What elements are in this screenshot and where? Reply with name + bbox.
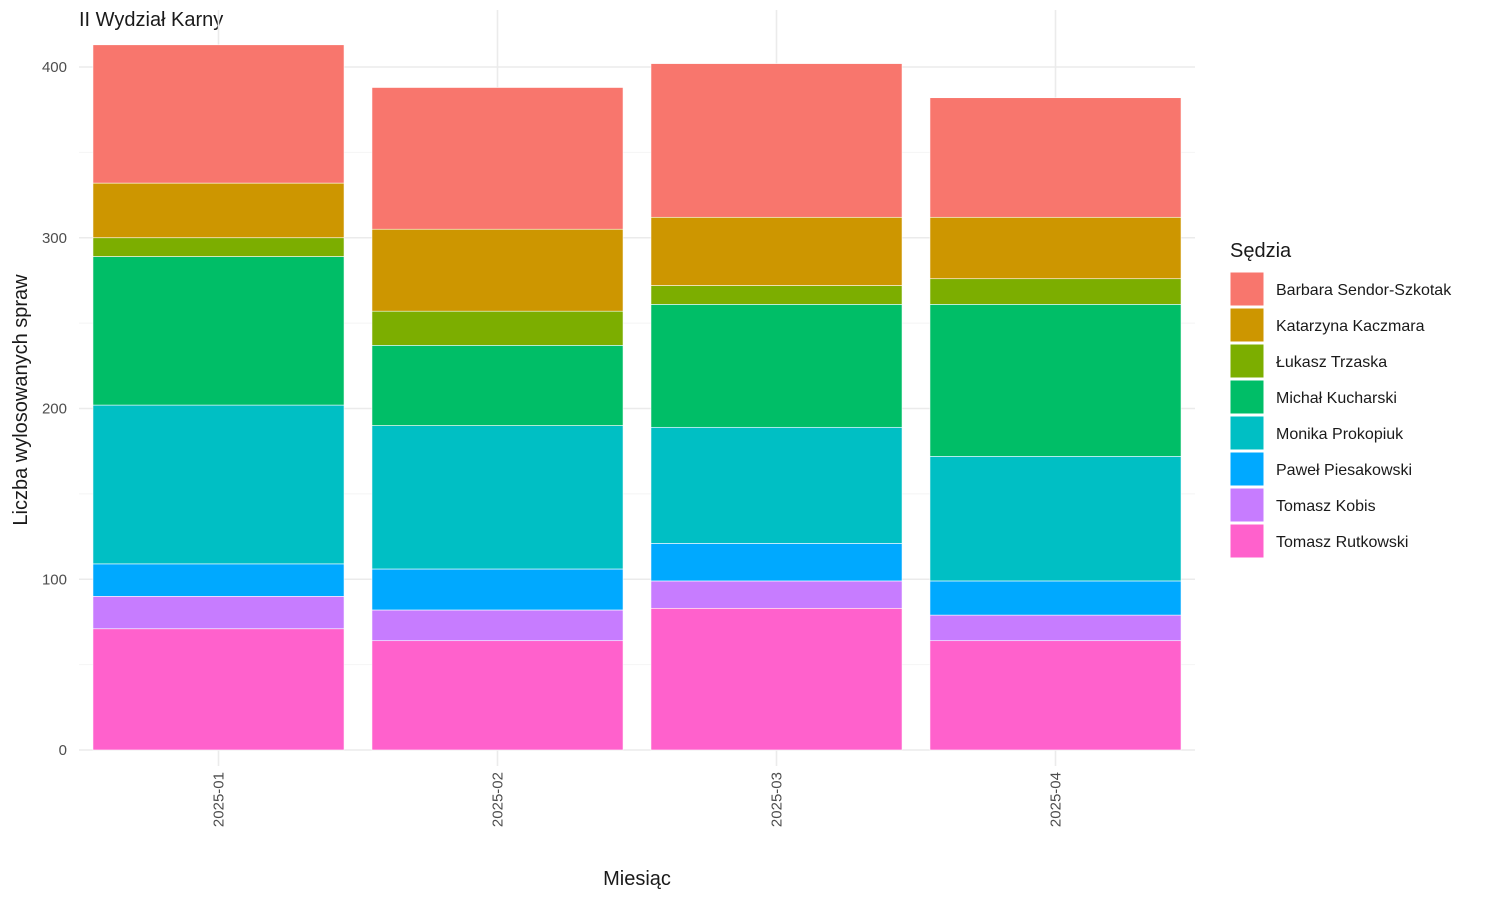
bar-segment xyxy=(929,278,1182,305)
x-axis-ticks: 2025-01 2025-02 2025-03 2025-04 xyxy=(211,772,1065,827)
legend-swatch xyxy=(1229,379,1265,415)
bar-segment xyxy=(650,607,903,751)
x-axis-title: Miesiąc xyxy=(603,868,671,890)
legend-title: Sędzia xyxy=(1230,240,1292,262)
bar-segment xyxy=(929,216,1182,280)
bar-segment xyxy=(92,182,345,239)
bar-segment xyxy=(650,63,903,218)
legend-label: Monika Prokopiuk xyxy=(1276,426,1404,443)
bar-segment xyxy=(371,87,624,230)
legend-swatch xyxy=(1229,487,1265,523)
legend-items: Barbara Sendor-Szkotak Katarzyna Kaczmara… xyxy=(1229,271,1452,559)
bar-segment xyxy=(371,228,624,312)
legend-swatch xyxy=(1229,271,1265,307)
legend-label: Tomasz Kobis xyxy=(1276,498,1376,515)
legend-swatch xyxy=(1229,415,1265,451)
bar-segment xyxy=(929,97,1182,218)
bar-segment xyxy=(92,404,345,565)
bar-segment xyxy=(92,44,345,184)
bars-layer xyxy=(92,44,1182,751)
y-tick-label: 300 xyxy=(42,230,67,247)
bar-segment xyxy=(371,609,624,642)
y-axis-ticks: 0 100 200 300 400 xyxy=(42,59,67,759)
legend-label: Tomasz Rutkowski xyxy=(1276,534,1408,551)
y-tick-label: 400 xyxy=(42,59,67,76)
bar-segment xyxy=(650,426,903,544)
bar-segment xyxy=(371,425,624,570)
x-tick-label: 2025-04 xyxy=(1048,772,1065,827)
bar-segment xyxy=(92,237,345,257)
bar-segment xyxy=(929,456,1182,582)
legend-swatch xyxy=(1229,307,1265,343)
x-tick-label: 2025-03 xyxy=(769,772,786,827)
bar-segment xyxy=(650,216,903,286)
bar-segment xyxy=(371,640,624,751)
legend-swatch xyxy=(1229,343,1265,379)
legend-swatch xyxy=(1229,523,1265,559)
y-tick-label: 100 xyxy=(42,571,67,588)
bar-segment xyxy=(92,596,345,630)
bar-segment xyxy=(650,285,903,305)
legend-swatch xyxy=(1229,451,1265,487)
x-tick-label: 2025-02 xyxy=(490,772,507,827)
bar-segment xyxy=(92,628,345,751)
legend-label: Paweł Piesakowski xyxy=(1276,462,1412,479)
legend-label: Michał Kucharski xyxy=(1276,390,1397,407)
y-axis-title: Liczba wylosowanych spraw xyxy=(10,274,32,526)
x-tick-label: 2025-01 xyxy=(211,772,228,827)
y-tick-label: 0 xyxy=(59,742,67,759)
bar-segment xyxy=(650,580,903,609)
y-tick-label: 200 xyxy=(42,401,67,418)
chart-title: II Wydział Karny xyxy=(79,9,223,31)
legend: Sędzia Barbara Sendor-Szkotak Katarzyna K… xyxy=(1229,240,1452,559)
bar-segment xyxy=(650,304,903,428)
legend-label: Katarzyna Kaczmara xyxy=(1276,318,1425,335)
bar-segment xyxy=(929,304,1182,457)
bar-segment xyxy=(92,256,345,406)
legend-label: Łukasz Trzaska xyxy=(1276,354,1387,371)
bar-segment xyxy=(92,563,345,597)
bar-segment xyxy=(650,543,903,582)
bar-segment xyxy=(371,310,624,346)
bar-segment xyxy=(929,580,1182,616)
bar-segment xyxy=(929,614,1182,642)
bar-segment xyxy=(371,345,624,426)
bar-segment xyxy=(371,568,624,611)
legend-label: Barbara Sendor-Szkotak xyxy=(1276,282,1452,299)
bar-segment xyxy=(929,640,1182,751)
